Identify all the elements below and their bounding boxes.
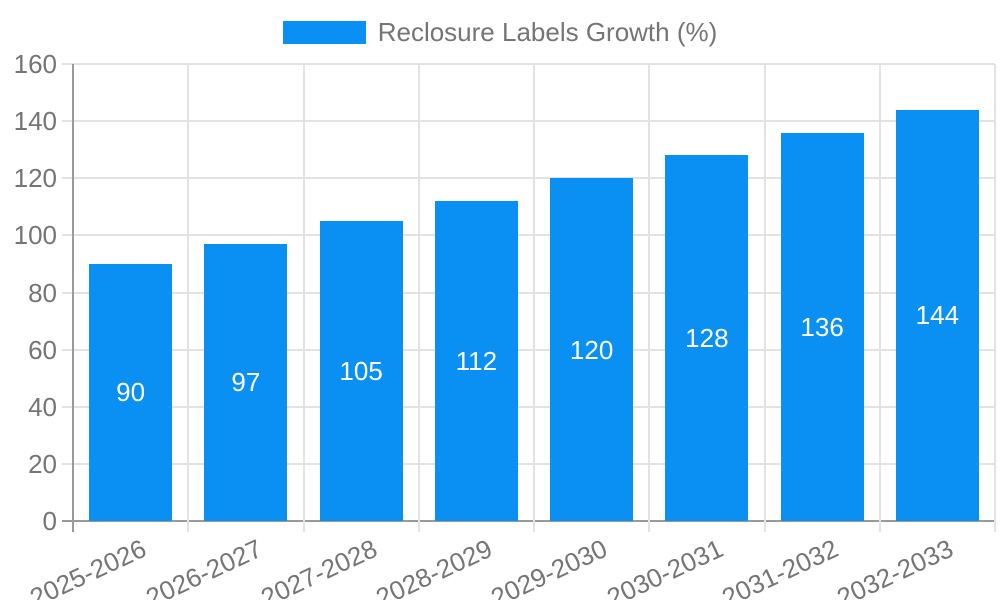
legend-swatch [282,20,366,44]
gridline-vertical [187,64,190,532]
gridline-horizontal [62,63,995,65]
gridline-vertical [994,64,996,532]
bar-value-label: 144 [915,300,960,331]
legend-label: Reclosure Labels Growth (%) [377,17,718,47]
bar-2031-2032 [780,132,864,521]
bar-value-label: 136 [800,311,844,342]
x-tick-label: 2032-2033 [832,533,958,600]
y-tick-label: 140 [13,106,57,137]
x-tick-label: 2026-2027 [140,533,267,600]
x-tick-label: 2031-2032 [717,533,843,600]
bar-value-label: 97 [231,367,261,398]
x-tick-label: 2028-2029 [371,533,497,600]
gridline-horizontal [62,405,995,408]
y-tick-label: 20 [28,448,57,479]
bar-2025-2026 [89,263,173,521]
y-tick-label: 100 [13,220,57,251]
x-tick-label: 2025-2026 [25,533,151,600]
bar-2027-2028 [319,221,403,521]
y-axis-line [72,64,74,532]
bar-2032-2033 [895,109,979,521]
y-tick-label: 80 [28,277,57,308]
gridline-horizontal [62,291,995,294]
x-axis-line [62,520,995,522]
bar-2026-2027 [204,243,288,521]
gridline-horizontal [62,177,995,180]
x-tick-label: 2030-2031 [601,533,728,600]
y-tick-label: 0 [42,506,57,536]
gridline-vertical [302,64,305,532]
bar-2028-2029 [434,201,518,521]
y-tick-label: 60 [28,334,57,365]
gridline-vertical [763,64,766,532]
y-tick-label: 160 [13,49,57,79]
bar-2030-2031 [665,155,749,521]
gridline-horizontal [62,348,995,351]
gridline-horizontal [62,462,995,465]
x-tick-label: 2027-2028 [256,533,382,600]
bar-value-label: 112 [455,346,498,377]
y-tick-label: 120 [13,163,57,194]
bar-value-label: 128 [685,323,729,354]
gridline-horizontal [62,120,995,123]
bar-value-label: 90 [116,377,146,408]
gridline-horizontal [62,234,995,237]
x-tick-label: 2029-2030 [486,533,612,600]
gridline-vertical [533,64,535,532]
bar-value-label: 105 [339,356,383,387]
y-tick-label: 40 [28,391,57,422]
gridline-vertical [878,64,881,532]
gridline-vertical [648,64,651,532]
bar-2029-2030 [550,178,634,521]
chart-legend: Reclosure Labels Growth (%) [0,18,1000,46]
gridline-vertical [417,64,420,532]
bar-value-label: 120 [569,334,614,365]
